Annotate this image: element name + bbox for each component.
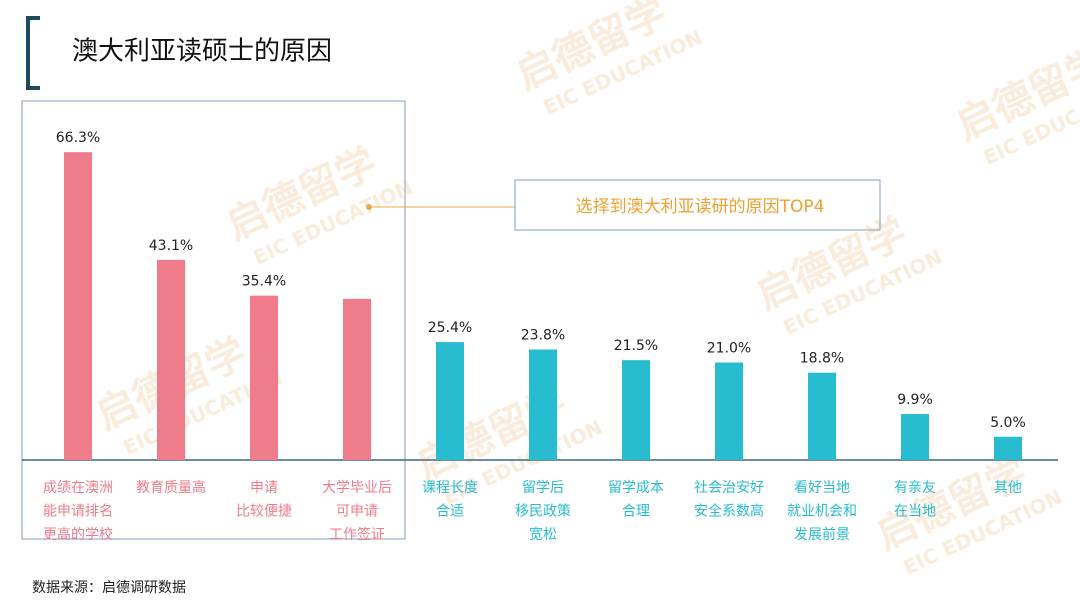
bar — [436, 342, 464, 460]
x-tick-label: 有亲友 — [894, 480, 936, 496]
value-label: 5.0% — [990, 415, 1026, 431]
x-tick-label: 能申请排名 — [43, 504, 113, 520]
x-tick-label: 大学毕业后 — [322, 480, 392, 496]
bar — [808, 372, 836, 460]
bar — [250, 295, 278, 460]
x-tick-label: 看好当地 — [794, 480, 850, 496]
bar — [343, 298, 371, 460]
bar — [901, 414, 929, 460]
value-label: 21.0% — [707, 341, 751, 357]
value-label: 21.5% — [614, 338, 658, 354]
x-tick-label: 比较便捷 — [236, 504, 292, 520]
x-tick-label: 在当地 — [894, 504, 936, 520]
annotation: 选择到澳大利亚读研的原因TOP4 — [576, 197, 825, 217]
bar — [994, 436, 1022, 460]
value-label: 23.8% — [521, 328, 565, 344]
value-label: 43.1% — [149, 238, 193, 254]
x-tick-label: 合理 — [622, 504, 650, 520]
x-tick-label: 其他 — [994, 480, 1022, 496]
x-tick-label: 移民政策 — [515, 503, 571, 520]
highlight-box — [21, 100, 406, 540]
x-tick-label: 申请 — [250, 480, 278, 496]
annotation-box — [514, 179, 881, 231]
x-tick-label: 社会治安好 — [694, 480, 764, 496]
value-label: 35.4% — [242, 274, 286, 290]
source: 数据来源：启德调研数据 — [32, 580, 186, 596]
x-tick-label: 合适 — [436, 504, 464, 520]
bar — [715, 362, 743, 460]
value-label: 9.9% — [897, 392, 933, 408]
value-label: 66.3% — [56, 130, 100, 146]
x-tick-label: 安全系数高 — [694, 503, 764, 520]
x-tick-label: 更高的学校 — [43, 526, 113, 543]
x-tick-label: 就业机会和 — [787, 504, 857, 520]
title-bracket — [26, 16, 40, 90]
bar — [157, 259, 185, 460]
value-label: 18.8% — [800, 351, 844, 367]
x-tick-label: 宽松 — [529, 526, 557, 543]
x-tick-label: 留学后 — [522, 480, 564, 496]
x-tick-label: 教育质量高 — [136, 479, 206, 496]
x-tick-label: 留学成本 — [608, 480, 664, 496]
annotation-dot — [366, 204, 372, 210]
bar — [622, 360, 650, 460]
x-tick-label: 成绩在澳洲 — [43, 480, 113, 496]
x-tick-label: 课程长度 — [422, 480, 478, 496]
bar — [529, 349, 557, 460]
x-tick-label: 发展前景 — [794, 526, 850, 543]
value-label: 25.4% — [428, 320, 472, 336]
x-tick-label: 工作签证 — [329, 526, 385, 543]
bar — [64, 152, 92, 460]
chart-title: 澳大利亚读硕士的原因 — [72, 37, 332, 67]
x-tick-label: 可申请 — [336, 504, 378, 520]
